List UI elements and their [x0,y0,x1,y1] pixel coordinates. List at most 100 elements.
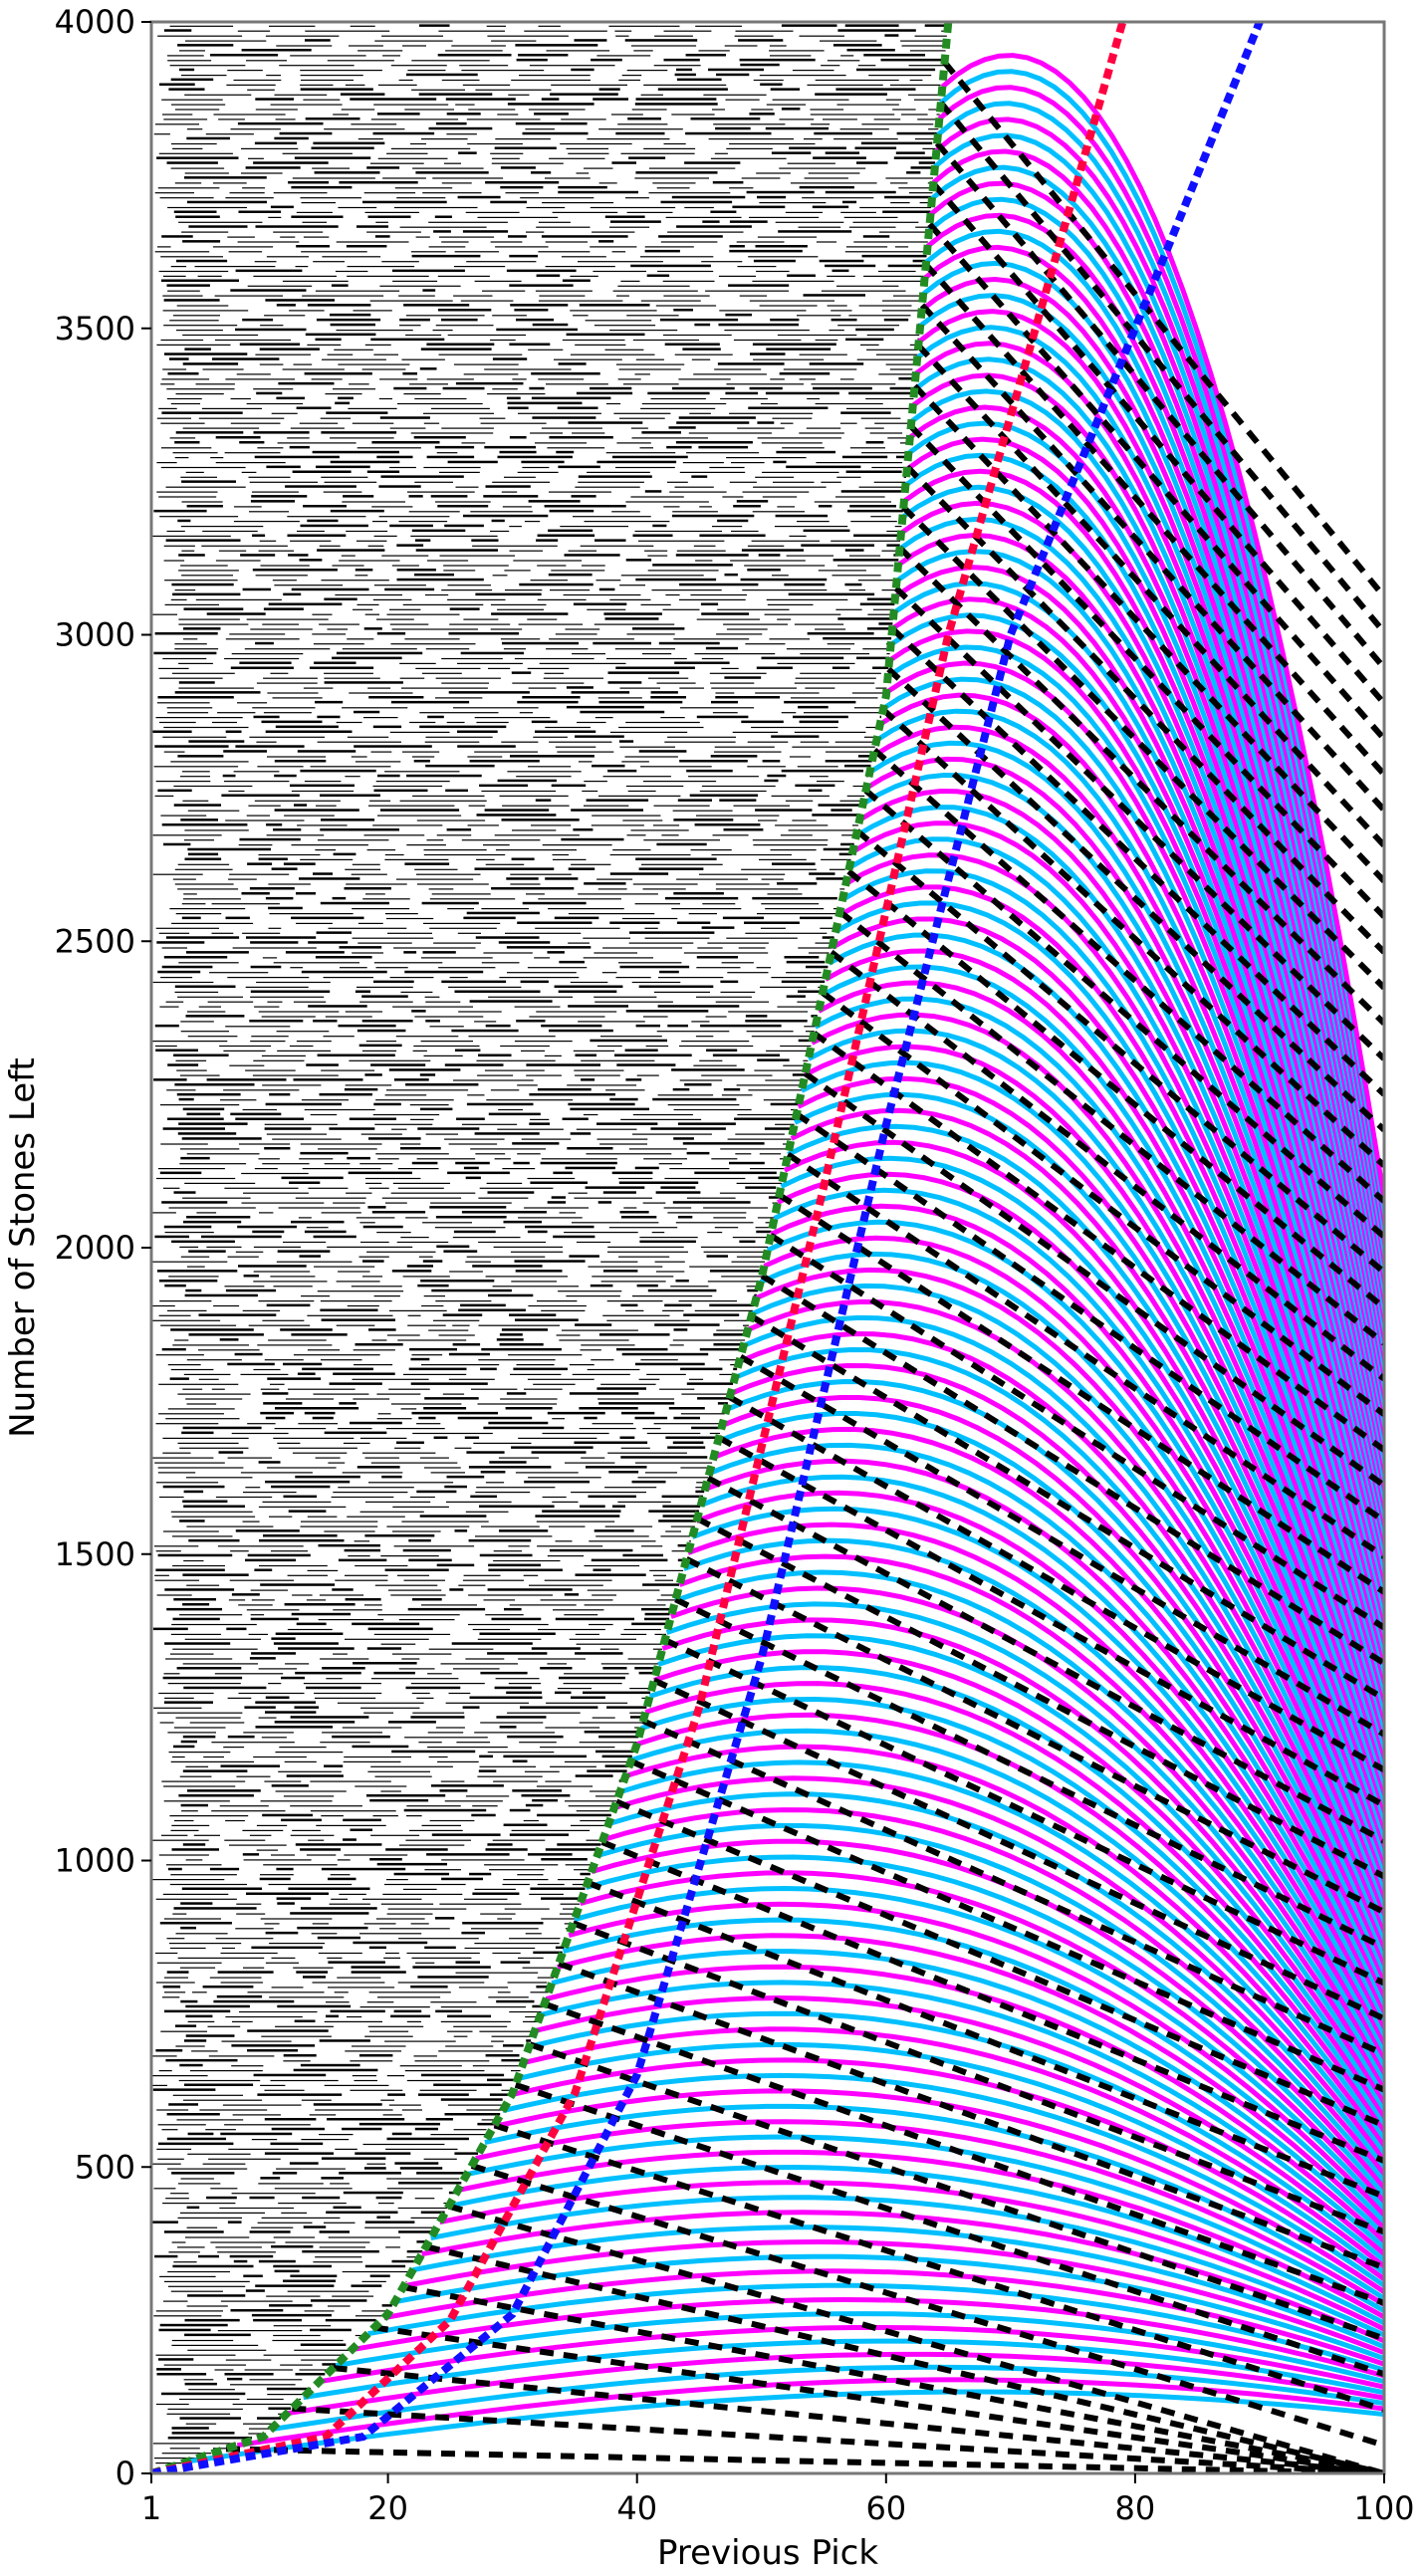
pattern-stroke [179,1447,249,1449]
pattern-stroke [865,397,914,400]
pattern-stroke [898,187,933,189]
pattern-stroke [186,1011,226,1013]
pattern-stroke [568,1102,635,1106]
pattern-stroke [156,702,210,704]
pattern-stroke [169,65,246,67]
pattern-stroke [712,712,738,714]
pattern-stroke [859,206,932,209]
pattern-stroke [795,677,876,679]
pattern-stroke [171,2339,234,2342]
pattern-stroke [552,858,587,860]
pattern-stroke [621,1411,655,1415]
pattern-stroke [167,2285,246,2287]
pattern-stroke [315,338,342,342]
pattern-stroke [280,2364,313,2366]
pattern-stroke [440,2006,526,2008]
pattern-stroke [406,2256,420,2258]
pattern-stroke [307,1516,338,1518]
pattern-stroke [658,977,724,979]
pattern-stroke [477,1403,558,1405]
pattern-stroke [453,2129,487,2131]
pattern-stroke [522,901,587,905]
dark-band [739,1354,1384,1738]
pattern-stroke [522,466,550,469]
pattern-stroke [619,965,690,969]
pattern-stroke [761,442,823,444]
pattern-stroke [182,771,210,773]
pattern-stroke [579,1428,636,1430]
pattern-stroke [801,544,874,547]
pattern-stroke [320,1300,392,1302]
pattern-stroke [447,908,474,910]
pattern-stroke [225,638,300,640]
pattern-stroke [657,88,728,91]
dark-band [614,1798,1384,2129]
pattern-stroke [504,1607,522,1611]
pattern-stroke [632,1295,713,1297]
pattern-stroke [293,363,313,365]
pattern-stroke [357,447,421,449]
pattern-stroke [439,1789,468,1792]
dark-band [373,2324,1384,2473]
pattern-stroke [303,1683,381,1685]
pattern-stroke [339,181,418,184]
pattern-stroke [298,1217,312,1219]
pattern-stroke [528,109,586,111]
pattern-stroke [413,1045,480,1048]
pattern-stroke [773,481,815,483]
pattern-stroke [175,1059,207,1061]
pattern-stroke [242,587,271,591]
pattern-stroke [237,30,271,32]
pattern-stroke [345,1011,382,1013]
pattern-stroke [701,1074,773,1076]
curve-cyan [517,2041,1384,2276]
pattern-stroke [250,628,313,630]
pattern-stroke [325,1016,372,1018]
pattern-stroke [787,162,835,164]
pattern-stroke [569,1638,636,1640]
pattern-stroke [187,2132,214,2136]
pattern-stroke [558,185,607,189]
pattern-stroke [369,1798,429,1802]
pattern-stroke [677,1122,736,1125]
pattern-stroke [696,815,780,817]
pattern-stroke [512,1789,563,1792]
pattern-stroke [733,805,790,807]
pattern-stroke [165,2058,238,2062]
pattern-stroke [630,829,689,831]
pattern-stroke [509,526,522,528]
pattern-stroke [312,613,333,615]
pattern-stroke [393,1078,429,1081]
pattern-stroke [665,896,739,900]
pattern-stroke [770,318,800,322]
pattern-stroke [335,401,351,405]
pattern-stroke [290,1912,369,1915]
pattern-stroke [769,638,811,640]
pattern-stroke [180,1926,196,1930]
pattern-stroke [283,2060,311,2062]
pattern-stroke [364,1073,382,1076]
pattern-stroke [306,1686,361,1690]
pattern-stroke [410,1118,434,1120]
pattern-stroke [691,475,708,478]
pattern-stroke [588,1495,636,1499]
pattern-stroke [586,1466,647,1469]
pattern-stroke [457,195,501,199]
pattern-stroke [465,211,520,213]
pattern-stroke [307,1569,339,1571]
pattern-stroke [691,358,711,360]
pattern-stroke [256,1824,288,1826]
pattern-stroke [405,334,442,337]
pattern-stroke [251,495,308,498]
curve-cyan [828,932,1384,1739]
pattern-stroke [711,1158,738,1160]
pattern-stroke [715,883,770,885]
pattern-stroke [446,828,472,831]
pattern-stroke [453,707,539,709]
pattern-stroke [497,1128,564,1130]
pattern-stroke [671,1550,689,1552]
pattern-stroke [254,261,277,263]
pattern-stroke [338,1487,414,1489]
pattern-stroke [527,667,570,669]
pattern-stroke [300,75,363,77]
